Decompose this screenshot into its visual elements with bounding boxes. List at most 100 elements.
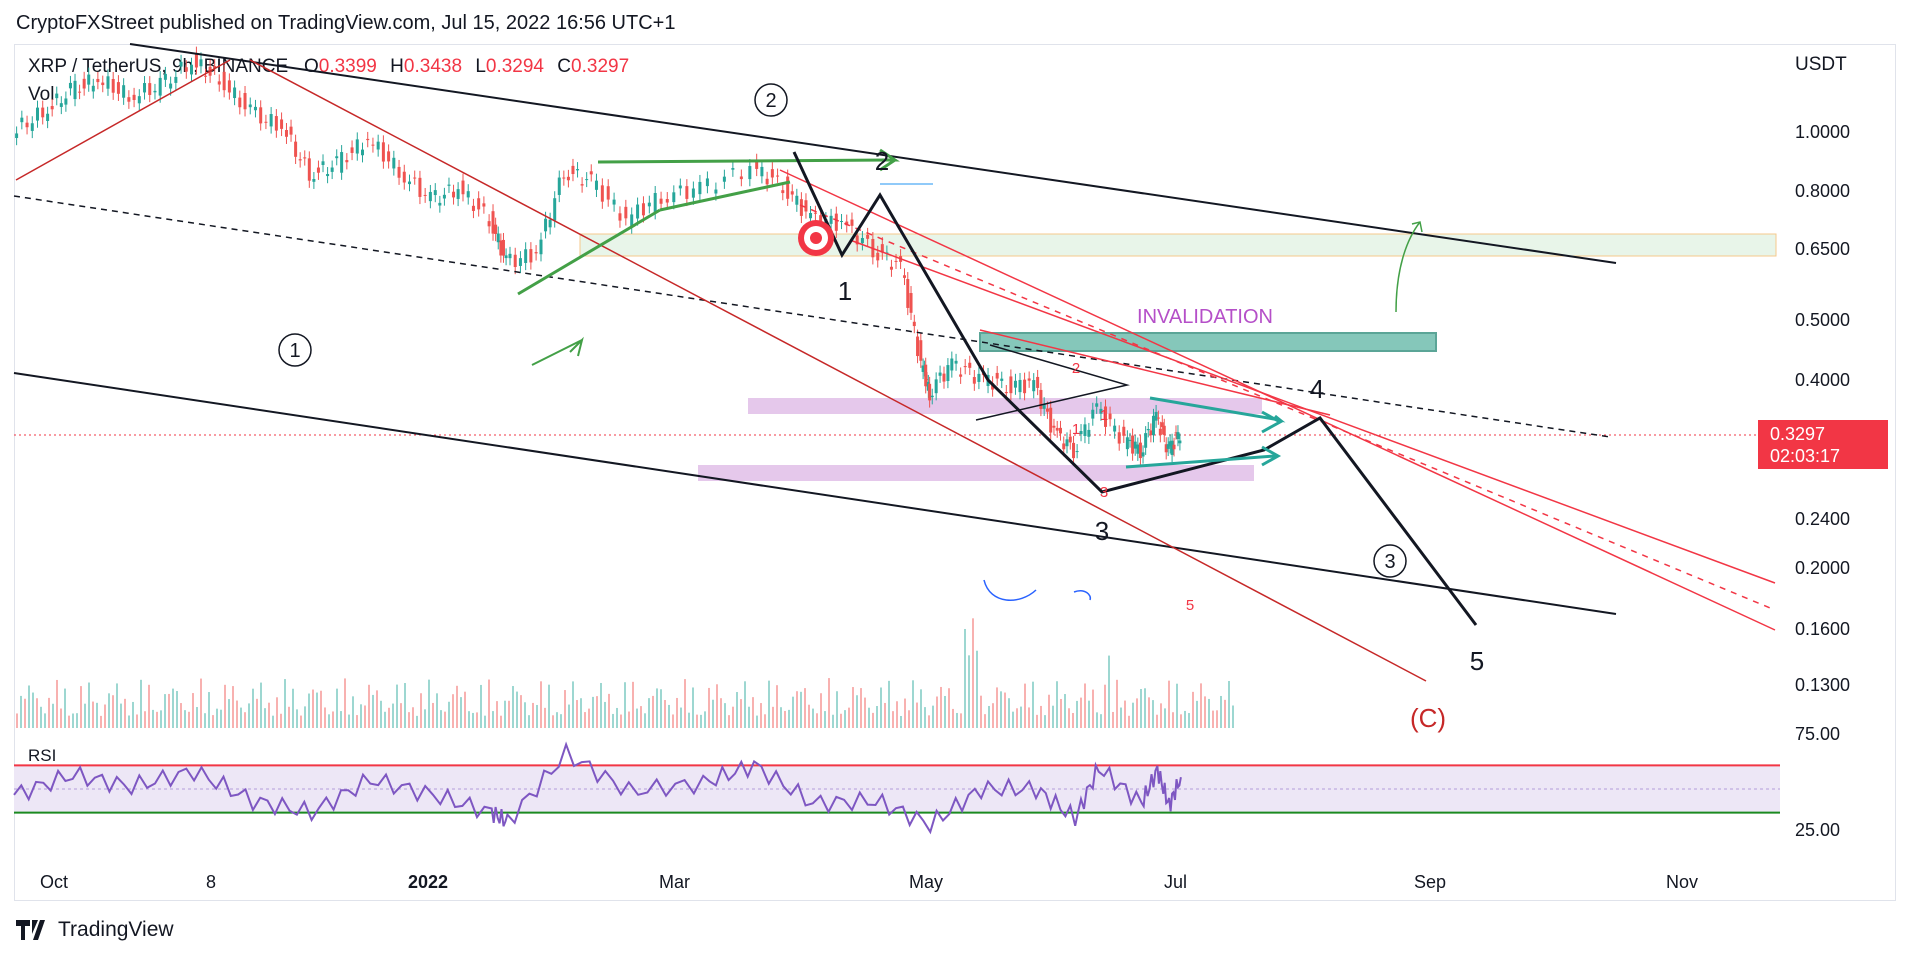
candle-body <box>765 178 769 185</box>
volume-bar <box>1116 679 1118 728</box>
volume-bar <box>768 680 770 728</box>
brand-name[interactable]: TradingView <box>58 918 174 941</box>
volume-bar <box>340 711 342 728</box>
candle-body <box>912 321 916 327</box>
volume-bar <box>144 711 146 728</box>
volume-bar <box>204 713 206 728</box>
volume-bar <box>536 704 538 728</box>
volume-bar <box>1152 700 1154 728</box>
volume-bar <box>952 708 954 728</box>
candle-body <box>387 151 391 162</box>
candle-body <box>1079 431 1083 435</box>
volume-bar <box>944 695 946 728</box>
volume-bar <box>1164 708 1166 728</box>
candle-body <box>829 215 833 224</box>
candle-body <box>930 395 934 398</box>
volume-bar <box>1096 712 1098 728</box>
candle-body <box>1032 380 1036 392</box>
volume-bar <box>992 703 994 728</box>
volume-bar <box>256 698 258 728</box>
candle-body <box>1117 432 1121 444</box>
rsi-line <box>13 741 1182 835</box>
volume-bar <box>720 698 722 728</box>
candle-body <box>834 213 838 231</box>
rsi-label[interactable]: RSI <box>28 746 57 765</box>
volume-bar <box>796 691 798 728</box>
candle-body <box>456 189 460 199</box>
volume-bar <box>980 695 982 728</box>
volume-bar <box>656 688 658 728</box>
target-icon <box>798 220 834 256</box>
volume-bar <box>192 693 194 728</box>
volume-bar <box>508 700 510 728</box>
candle-body <box>248 104 252 108</box>
volume-bar <box>1140 689 1142 728</box>
candle-body <box>880 244 884 253</box>
blue-curve <box>983 579 1037 601</box>
candle-body <box>294 141 298 157</box>
volume-bar <box>24 698 26 728</box>
volume-bar <box>1192 691 1194 728</box>
volume-label[interactable]: Vol <box>28 84 55 105</box>
candle-body <box>1055 427 1059 431</box>
volume-bar <box>552 715 554 728</box>
volume-bar <box>432 702 434 728</box>
volume-bar <box>216 708 218 728</box>
volume-bar <box>396 684 398 728</box>
candle-body <box>1141 452 1145 457</box>
candle-body <box>972 377 976 384</box>
candle-body <box>594 180 598 190</box>
candle-body <box>600 185 604 202</box>
volume-bar <box>1060 698 1062 728</box>
candle-body <box>204 75 208 77</box>
volume-bar <box>1144 688 1146 728</box>
low-label: L <box>475 56 486 77</box>
rsi-tick: 25.00 <box>1795 820 1841 840</box>
volume-bar <box>136 714 138 728</box>
volume-bar <box>744 681 746 728</box>
candle-body <box>222 71 226 91</box>
volume-bar <box>480 684 482 728</box>
volume-bar <box>212 715 214 728</box>
teal-arrow-1 <box>1261 410 1284 434</box>
volume-bar <box>848 707 850 728</box>
volume-bar <box>312 689 314 728</box>
volume-bar <box>452 694 454 728</box>
volume-bar <box>336 688 338 728</box>
candle-body <box>1158 428 1162 436</box>
small-label-3: 3 <box>1100 484 1108 501</box>
candle-body <box>665 199 669 203</box>
volume-bar <box>316 692 318 728</box>
candle-body <box>303 157 307 159</box>
candle-body <box>194 53 198 68</box>
tradingview-logo-icon[interactable] <box>16 920 50 940</box>
volume-bar <box>1000 691 1002 728</box>
candle-body <box>423 194 427 196</box>
candle-body <box>1036 376 1040 388</box>
volume-bar <box>112 695 114 728</box>
volume-bar <box>1220 695 1222 728</box>
candle-body <box>227 80 231 93</box>
volume-bar <box>1080 697 1082 728</box>
candle-body <box>938 372 942 376</box>
volume-bar <box>596 696 598 728</box>
candle-body <box>653 192 657 213</box>
volume-bar <box>68 715 70 728</box>
candle-body <box>889 266 893 270</box>
symbol-name[interactable]: XRP / TetherUS, 9h, BINANCE <box>28 56 289 77</box>
volume-bar <box>1168 680 1170 728</box>
candle-body <box>1166 444 1170 449</box>
volume-bar <box>176 691 178 728</box>
candle-body <box>804 200 808 212</box>
volume-bar <box>1100 714 1102 728</box>
volume-bar <box>412 707 414 728</box>
wave-label-3: 3 <box>1095 516 1109 546</box>
candle-body <box>919 340 923 361</box>
volume-bar <box>1232 705 1234 728</box>
candle-body <box>959 374 963 377</box>
resistance-zone <box>748 398 1262 414</box>
time-tick: Nov <box>1666 872 1699 892</box>
volume-bar <box>972 618 974 728</box>
volume-bar <box>772 706 774 728</box>
